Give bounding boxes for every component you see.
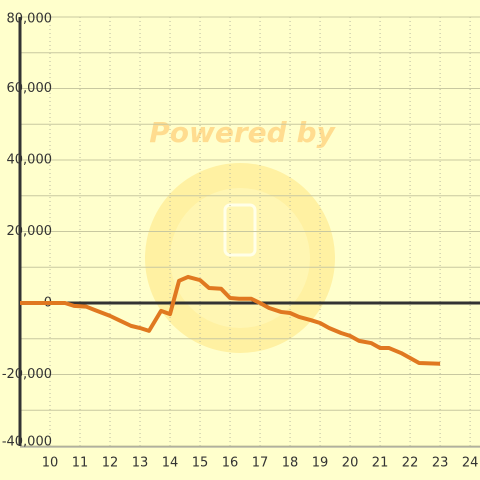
x-tick-label: 19 — [312, 456, 329, 471]
x-tick-label: 14 — [162, 456, 179, 471]
x-tick-label: 16 — [222, 456, 239, 471]
x-tick-label: 24 — [462, 456, 479, 471]
y-tick-label: 40,000 — [7, 153, 53, 168]
x-tick-label: 21 — [372, 456, 389, 471]
y-tick-label: 60,000 — [7, 81, 53, 96]
x-tick-label: 12 — [102, 456, 119, 471]
x-tick-label: 11 — [72, 456, 89, 471]
x-tick-label: 15 — [192, 456, 209, 471]
x-tick-label: 20 — [342, 456, 359, 471]
x-tick-label: 22 — [402, 456, 419, 471]
y-tick-label: -40,000 — [2, 435, 52, 450]
watermark: Powered by — [149, 116, 336, 149]
watermark-logo — [145, 163, 335, 353]
y-tick-label: 80,000 — [7, 12, 53, 27]
data-line — [20, 274, 441, 366]
x-tick-label: 23 — [432, 456, 449, 471]
y-tick-label: 20,000 — [7, 224, 53, 239]
x-tick-label: 10 — [42, 456, 59, 471]
x-tick-label: 18 — [282, 456, 299, 471]
x-tick-label: 13 — [132, 456, 149, 471]
y-tick-label: -20,000 — [2, 367, 52, 382]
x-tick-label: 17 — [252, 456, 269, 471]
